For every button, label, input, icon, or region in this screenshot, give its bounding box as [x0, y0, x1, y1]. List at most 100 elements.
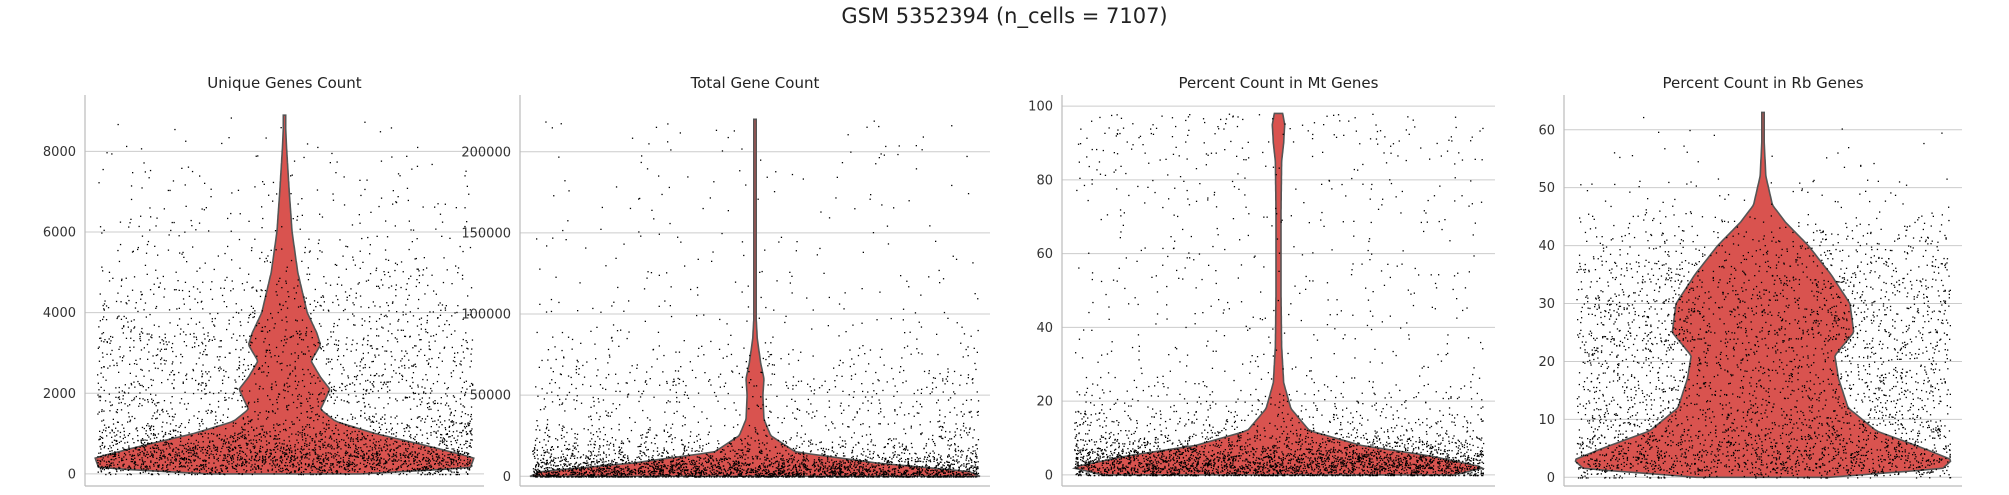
data-point — [545, 463, 548, 465]
data-point — [345, 442, 347, 444]
data-point — [667, 465, 669, 467]
data-point — [321, 471, 323, 474]
data-point — [192, 454, 194, 456]
data-point — [966, 432, 968, 434]
data-point — [346, 401, 348, 403]
data-point — [571, 338, 574, 341]
data-point — [380, 418, 382, 420]
data-point — [123, 448, 125, 450]
data-point — [338, 318, 340, 321]
data-point — [185, 448, 187, 450]
data-point — [737, 467, 739, 470]
data-point — [407, 448, 409, 450]
data-point — [870, 441, 872, 443]
data-point — [429, 466, 432, 468]
data-point — [427, 457, 429, 459]
data-point — [270, 449, 272, 452]
data-point — [419, 416, 421, 418]
data-point — [439, 470, 441, 472]
data-point — [384, 350, 386, 352]
data-point — [649, 474, 652, 476]
data-point — [444, 382, 446, 384]
data-point — [416, 405, 418, 407]
data-point — [298, 464, 300, 466]
data-point — [443, 443, 446, 445]
data-point — [374, 446, 376, 448]
data-point — [178, 460, 181, 462]
data-point — [619, 449, 621, 452]
data-point — [238, 437, 241, 439]
data-point — [121, 327, 123, 330]
data-point — [418, 469, 420, 471]
data-point — [201, 433, 203, 435]
data-point — [306, 398, 308, 400]
data-point — [103, 460, 105, 462]
data-point — [690, 472, 693, 474]
data-point — [174, 454, 176, 456]
data-point — [359, 383, 361, 385]
data-point — [157, 472, 159, 475]
data-point — [250, 469, 252, 471]
data-point — [249, 421, 252, 423]
data-point — [228, 446, 231, 448]
data-point — [102, 457, 104, 459]
data-point — [105, 461, 108, 463]
data-point — [409, 427, 411, 429]
data-point — [380, 160, 383, 162]
data-point — [418, 464, 420, 466]
data-point — [456, 473, 459, 476]
data-point — [166, 422, 168, 424]
data-point — [259, 412, 261, 414]
data-point — [246, 461, 248, 463]
data-point — [266, 349, 269, 351]
data-point — [590, 415, 592, 417]
data-point — [272, 463, 275, 465]
data-point — [264, 462, 266, 464]
data-point — [406, 456, 409, 458]
data-point — [210, 410, 213, 412]
data-point — [307, 465, 309, 468]
data-point — [467, 422, 469, 424]
data-point — [377, 473, 379, 476]
data-point — [293, 465, 295, 467]
data-point — [146, 439, 148, 441]
data-point — [418, 282, 420, 284]
data-point — [438, 357, 440, 359]
data-point — [835, 197, 837, 199]
data-point — [300, 463, 303, 465]
data-point — [396, 415, 398, 417]
data-point — [332, 455, 335, 457]
data-point — [400, 261, 403, 263]
data-point — [313, 450, 315, 452]
data-point — [218, 437, 220, 440]
data-point — [355, 444, 357, 446]
data-point — [232, 456, 234, 458]
data-point — [575, 448, 577, 450]
data-point — [448, 425, 451, 427]
data-point — [418, 468, 420, 470]
data-point — [124, 436, 126, 438]
data-point — [314, 440, 316, 442]
data-point — [974, 450, 976, 452]
data-point — [245, 460, 247, 462]
data-point — [337, 443, 339, 445]
data-point — [420, 317, 423, 319]
data-point — [167, 464, 169, 466]
data-point — [292, 335, 294, 337]
data-point — [191, 449, 193, 452]
data-point — [457, 435, 459, 437]
y-tick-label: 0 — [68, 467, 76, 482]
data-point — [247, 430, 249, 433]
data-point — [387, 271, 390, 273]
data-point — [152, 447, 154, 449]
data-point — [464, 413, 467, 415]
data-point — [428, 408, 430, 411]
data-point — [118, 398, 121, 400]
data-point — [192, 447, 194, 449]
data-point — [279, 470, 281, 472]
data-point — [125, 337, 128, 339]
data-point — [556, 474, 558, 477]
data-point — [907, 449, 909, 451]
data-point — [129, 466, 131, 468]
data-point — [471, 434, 473, 436]
